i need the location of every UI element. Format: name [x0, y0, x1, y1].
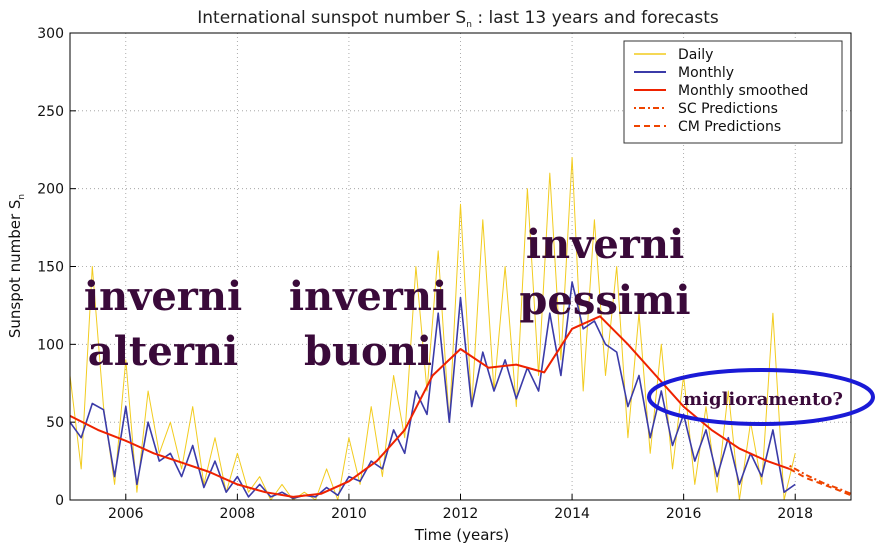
y-tick-label: 300 — [37, 26, 64, 42]
y-tick-label: 50 — [46, 415, 64, 431]
legend-label-sc: SC Predictions — [678, 101, 778, 117]
series-line-cm-predictions — [789, 468, 852, 497]
x-tick-label: 2012 — [443, 506, 479, 522]
legend: Daily Monthly Monthly smoothed SC Predic… — [623, 40, 843, 144]
x-tick-label: 2010 — [331, 506, 367, 522]
overlay-annotations: inverni alterni inverni buoni inverni pe… — [84, 221, 875, 426]
legend-box — [623, 40, 843, 144]
x-tick-label: 2018 — [777, 506, 813, 522]
y-tick-label: 150 — [37, 260, 64, 276]
series-line-daily — [69, 157, 796, 501]
y-tick-label: 200 — [37, 182, 64, 198]
x-tick-label: 2014 — [554, 506, 590, 522]
y-tick-label: 0 — [55, 493, 64, 509]
series-line-monthly — [69, 281, 796, 500]
y-tick-label: 100 — [37, 337, 64, 353]
x-tick-label: 2016 — [666, 506, 702, 522]
chart-title: International sunspot number Sn : last 1… — [197, 8, 719, 30]
x-tick-label: 2006 — [108, 506, 144, 522]
y-axis-label: Sunspot number Sn — [6, 194, 27, 338]
legend-label-smoothed: Monthly smoothed — [678, 83, 808, 99]
legend-label-daily: Daily — [678, 47, 713, 63]
annotation-ellipse — [647, 368, 875, 426]
annotation-inverni-alterni-line2: alterni — [88, 328, 238, 375]
annotation-inverni-alterni-line1: inverni — [84, 273, 242, 320]
annotation-inverni-pessimi-line1: inverni — [526, 221, 684, 268]
x-tick-label: 2008 — [220, 506, 256, 522]
legend-label-monthly: Monthly — [678, 65, 734, 81]
annotation-inverni-pessimi-line2: pessimi — [519, 277, 690, 324]
y-tick-label: 250 — [37, 104, 64, 120]
annotation-miglioramento: miglioramento? — [683, 389, 843, 410]
annotation-inverni-buoni-line1: inverni — [289, 273, 447, 320]
x-axis-label: Time (years) — [414, 526, 509, 544]
series-line-sc-predictions — [789, 464, 852, 495]
legend-label-cm: CM Predictions — [678, 119, 781, 135]
series-line-monthly-smoothed — [69, 315, 790, 498]
plot-frame — [69, 32, 852, 501]
annotation-inverni-buoni-line2: buoni — [304, 328, 432, 375]
